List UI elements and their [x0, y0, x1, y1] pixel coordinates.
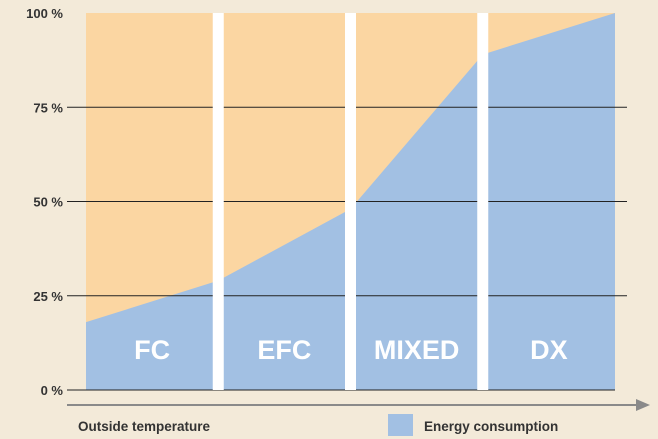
- legend-swatch: [388, 414, 413, 436]
- segment-label-fc: FC: [134, 335, 170, 365]
- segment-label-mixed: MIXED: [374, 335, 460, 365]
- legend-label: Energy consumption: [424, 419, 558, 434]
- segment-separator-3: [477, 13, 489, 390]
- y-tick-label-25: 25 %: [33, 289, 63, 304]
- x-axis-label: Outside temperature: [78, 419, 211, 434]
- segment-separator-1: [212, 13, 224, 390]
- y-tick-label-100: 100 %: [26, 6, 63, 21]
- x-axis-arrow-head: [636, 399, 650, 411]
- y-tick-label-0: 0 %: [41, 383, 64, 398]
- segment-separator-2: [345, 13, 356, 390]
- segment-label-efc: EFC: [257, 335, 311, 365]
- y-tick-label-75: 75 %: [33, 100, 63, 115]
- segment-label-dx: DX: [530, 335, 568, 365]
- y-tick-label-50: 50 %: [33, 195, 63, 210]
